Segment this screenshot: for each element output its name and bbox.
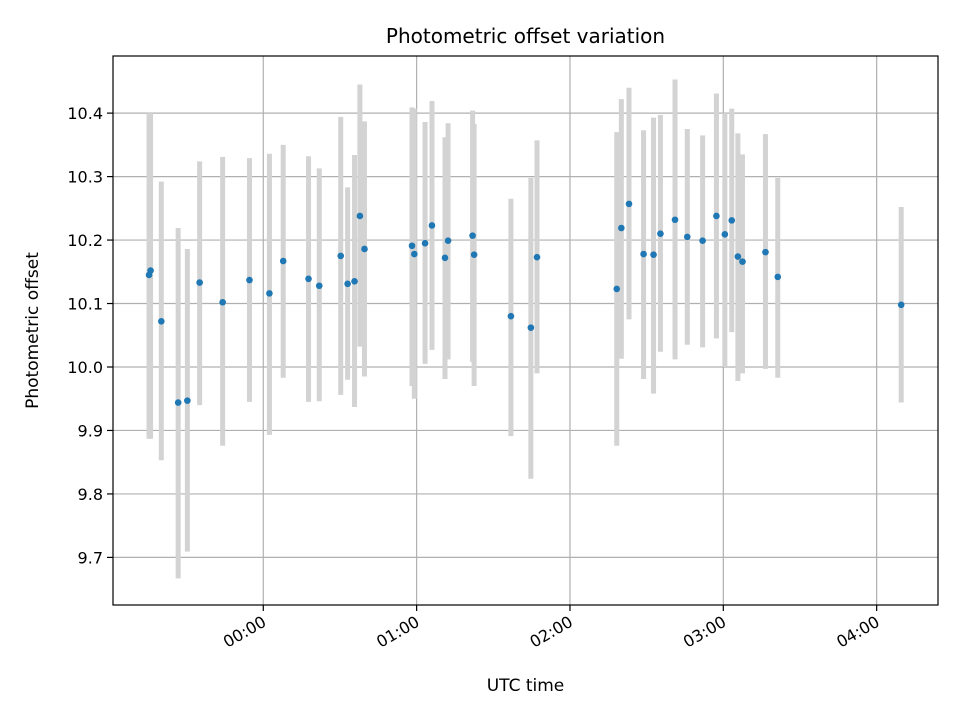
data-point [147, 267, 154, 274]
y-tick-label: 10.2 [67, 231, 103, 250]
data-points [145, 200, 905, 406]
y-tick-label: 10.1 [67, 295, 103, 314]
data-point [640, 250, 647, 258]
data-point [219, 298, 226, 306]
data-point [421, 239, 429, 247]
data-point [351, 278, 358, 285]
data-point [739, 258, 746, 265]
data-point [470, 251, 478, 258]
data-point [728, 217, 736, 224]
y-tick-label: 10.4 [67, 104, 103, 123]
data-point [344, 280, 351, 288]
data-point [507, 312, 515, 320]
data-point [305, 275, 312, 283]
y-tick-label: 9.7 [78, 548, 103, 567]
y-tick-label: 9.9 [78, 421, 103, 440]
data-point [174, 399, 182, 406]
data-point [337, 252, 345, 260]
data-point [356, 212, 364, 220]
data-point [408, 242, 416, 250]
data-point [184, 397, 191, 404]
data-point [774, 273, 782, 281]
data-point [533, 253, 541, 261]
data-point [713, 212, 720, 220]
y-tick-label: 10.0 [67, 358, 103, 377]
data-point [266, 290, 273, 297]
data-point [657, 230, 664, 238]
data-point [734, 253, 742, 260]
plot-frame [112, 55, 939, 606]
y-tick-label: 9.8 [78, 485, 103, 504]
data-point [158, 317, 165, 325]
data-point [246, 276, 253, 284]
y-tick-label: 10.3 [67, 168, 103, 187]
data-point [469, 232, 476, 239]
data-point [721, 231, 729, 238]
data-point [897, 301, 905, 309]
data-point [411, 250, 418, 258]
y-axis-ticks: 9.7 9.8 9.9 10.0 10.1 10.2 10.3 10.4 [67, 104, 113, 567]
data-point [428, 222, 436, 229]
data-point [625, 200, 633, 208]
y-axis-label: Photometric offset [23, 252, 43, 409]
data-point [683, 233, 691, 241]
data-point [650, 251, 657, 258]
data-point [444, 237, 452, 244]
data-point [699, 237, 706, 244]
x-axis-label: UTC time [487, 676, 565, 696]
data-point [361, 245, 368, 253]
data-point [618, 224, 625, 232]
data-point [762, 248, 769, 256]
data-point [196, 279, 203, 286]
data-point [315, 282, 323, 290]
data-point [441, 254, 449, 262]
data-point [527, 324, 535, 331]
data-point [613, 285, 621, 293]
data-point [279, 257, 287, 265]
chart-title: Photometric offset variation [386, 24, 665, 48]
data-point [671, 216, 679, 224]
